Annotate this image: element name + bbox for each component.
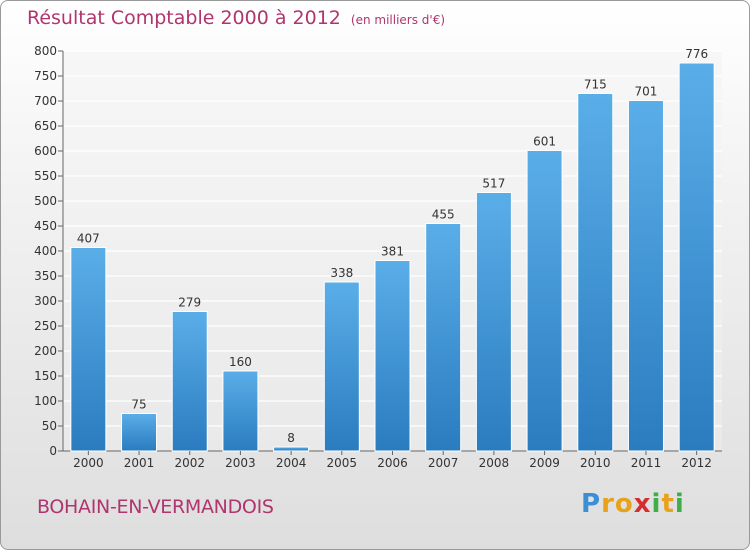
x-tick-label: 2006 bbox=[377, 456, 408, 470]
bar bbox=[577, 93, 614, 452]
data-label: 160 bbox=[229, 355, 252, 369]
y-tick-label: 50 bbox=[42, 419, 57, 433]
y-tick-label: 0 bbox=[49, 444, 57, 458]
chart-subtitle: (en milliers d'€) bbox=[350, 13, 446, 27]
x-tick-label: 2012 bbox=[681, 456, 712, 470]
data-label: 517 bbox=[482, 177, 505, 191]
brand-logo-letter: t bbox=[661, 489, 675, 519]
brand-logo-letter: o bbox=[614, 489, 634, 519]
x-tick-label: 2011 bbox=[631, 456, 662, 470]
x-tick-label: 2008 bbox=[479, 456, 510, 470]
bar bbox=[70, 247, 107, 452]
brand-logo-letter: r bbox=[601, 489, 615, 519]
commune-name: BOHAIN-EN-VERMANDOIS bbox=[37, 496, 274, 518]
y-tick-label: 250 bbox=[34, 319, 57, 333]
data-label: 407 bbox=[77, 232, 100, 246]
x-tick-label: 2002 bbox=[174, 456, 205, 470]
x-tick-label: 2007 bbox=[428, 456, 459, 470]
y-tick-label: 450 bbox=[34, 219, 57, 233]
y-tick-label: 350 bbox=[34, 269, 57, 283]
y-tick-label: 750 bbox=[34, 69, 57, 83]
bar bbox=[374, 260, 411, 452]
y-tick-label: 550 bbox=[34, 169, 57, 183]
y-tick-label: 500 bbox=[34, 194, 57, 208]
x-tick-label: 2009 bbox=[529, 456, 560, 470]
x-tick-label: 2000 bbox=[73, 456, 104, 470]
x-tick-label: 2001 bbox=[124, 456, 155, 470]
data-label: 381 bbox=[381, 245, 404, 259]
bar bbox=[425, 223, 462, 452]
brand-logo-letter: i bbox=[651, 489, 662, 519]
data-label: 601 bbox=[533, 135, 556, 149]
x-tick-label: 2005 bbox=[327, 456, 358, 470]
bar bbox=[273, 446, 310, 452]
brand-logo[interactable]: Proxiti bbox=[581, 489, 685, 519]
y-tick-label: 600 bbox=[34, 144, 57, 158]
brand-logo-letter: P bbox=[581, 489, 602, 519]
bar bbox=[171, 311, 208, 452]
data-label: 338 bbox=[330, 266, 353, 280]
chart-title-text: Résultat Comptable 2000 à 2012 bbox=[27, 7, 341, 29]
bar bbox=[678, 62, 715, 452]
y-tick-label: 650 bbox=[34, 119, 57, 133]
bar bbox=[526, 150, 563, 452]
y-tick-label: 200 bbox=[34, 344, 57, 358]
bar bbox=[121, 413, 158, 452]
data-label: 455 bbox=[432, 208, 455, 222]
y-tick-label: 100 bbox=[34, 394, 57, 408]
bar bbox=[627, 100, 664, 452]
y-tick-label: 300 bbox=[34, 294, 57, 308]
bar bbox=[475, 192, 512, 452]
chart-title: Résultat Comptable 2000 à 2012 (en millie… bbox=[27, 7, 445, 29]
x-tick-label: 2004 bbox=[276, 456, 307, 470]
y-tick-label: 800 bbox=[34, 44, 57, 58]
data-label: 8 bbox=[287, 431, 295, 445]
y-tick-label: 700 bbox=[34, 94, 57, 108]
bar bbox=[222, 370, 259, 452]
data-label: 776 bbox=[685, 47, 708, 61]
y-tick-label: 400 bbox=[34, 244, 57, 258]
bar bbox=[323, 281, 360, 452]
x-tick-label: 2010 bbox=[580, 456, 611, 470]
y-tick-label: 150 bbox=[34, 369, 57, 383]
brand-logo-letter: i bbox=[674, 489, 685, 519]
data-label: 279 bbox=[178, 296, 201, 310]
x-tick-label: 2003 bbox=[225, 456, 256, 470]
data-label: 75 bbox=[131, 398, 146, 412]
data-label: 701 bbox=[635, 85, 658, 99]
data-label: 715 bbox=[584, 78, 607, 92]
brand-logo-letter: x bbox=[633, 489, 652, 519]
